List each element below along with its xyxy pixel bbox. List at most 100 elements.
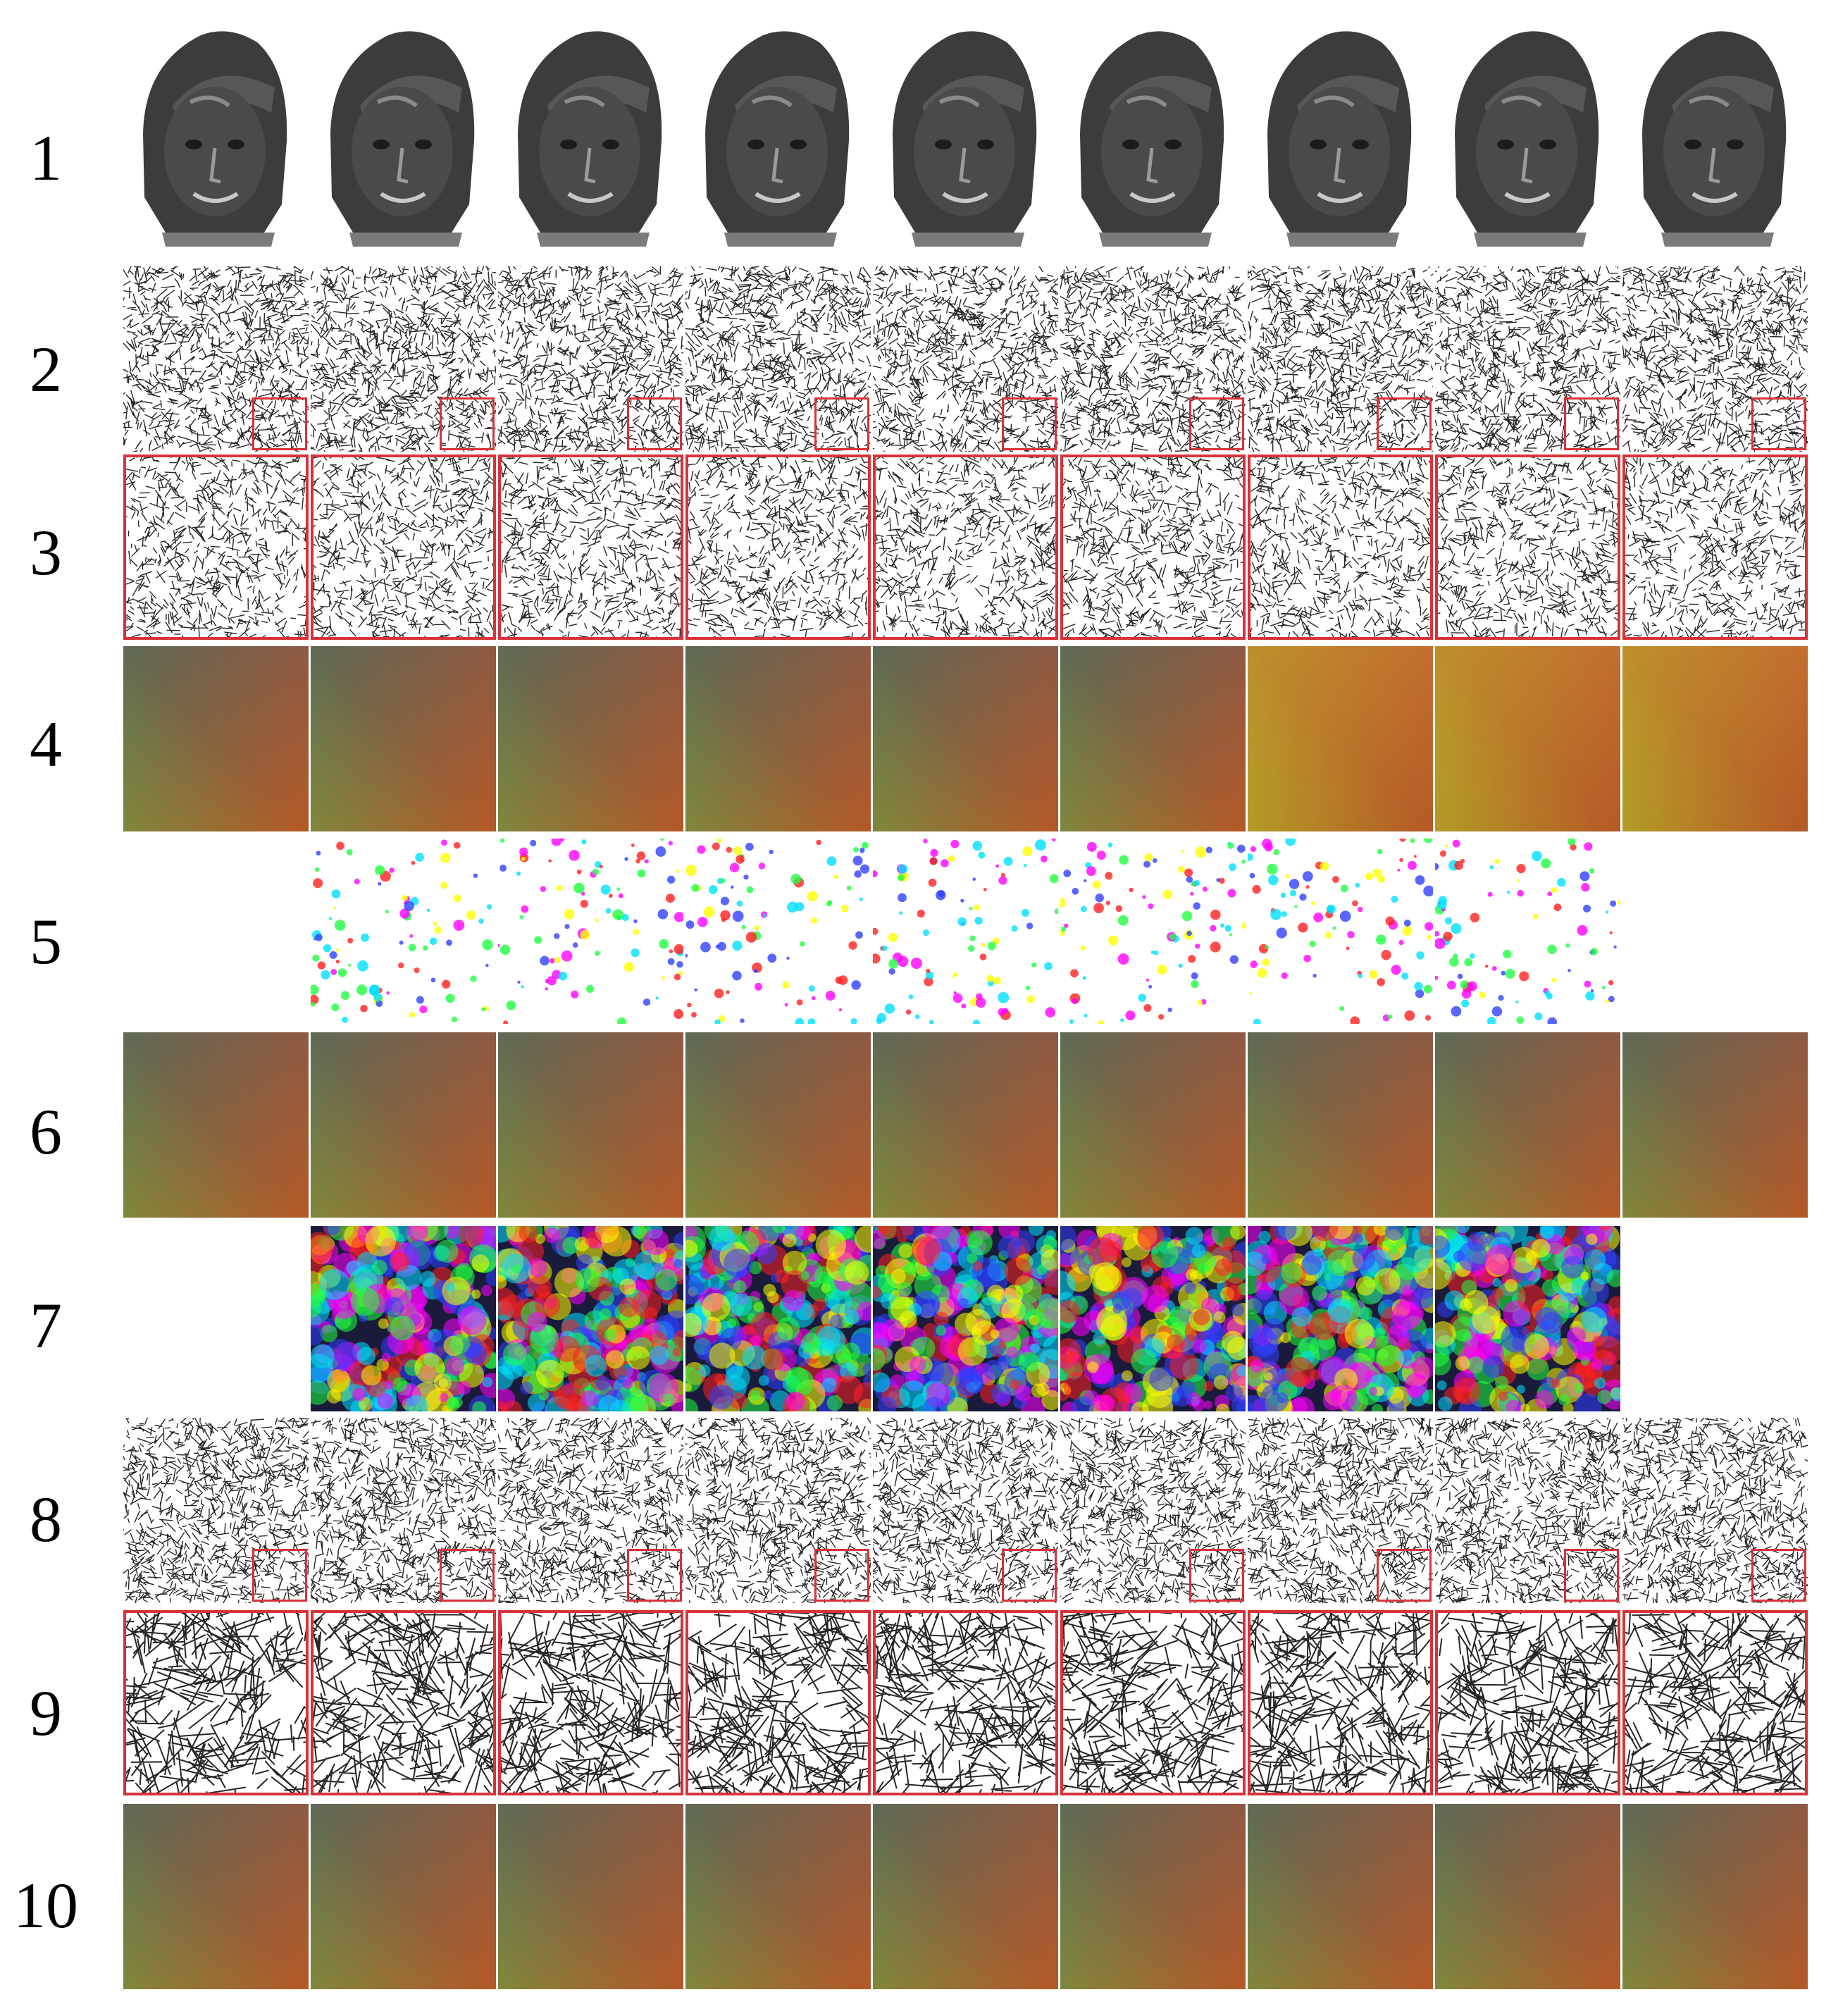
panel-row6-col2 <box>311 1032 496 1218</box>
panel-row10-col6 <box>1060 1804 1246 1989</box>
panel-row8-col5 <box>873 1418 1058 1603</box>
zoom-inset-box <box>814 1549 869 1602</box>
row-label-6: 6 <box>30 1096 62 1168</box>
panel-row6-col5 <box>873 1032 1058 1218</box>
panel-row9-col1 <box>123 1610 309 1795</box>
row-label-2: 2 <box>30 333 62 405</box>
zoom-inset-box <box>252 397 307 450</box>
panel-row2-col7 <box>1248 266 1433 452</box>
panel-row4-col7 <box>1248 646 1433 831</box>
panel-row5-col3 <box>498 839 683 1024</box>
panel-row6-col3 <box>498 1032 683 1218</box>
panel-row4-col3 <box>498 646 683 831</box>
panel-row2-col3 <box>498 266 683 452</box>
panel-row3-col6 <box>1060 454 1246 640</box>
zoom-inset-box <box>1002 397 1057 450</box>
panel-row8-col9 <box>1622 1418 1808 1603</box>
panel-row6-col4 <box>685 1032 871 1218</box>
zoom-inset-box <box>252 1549 307 1602</box>
panel-row5-col6 <box>1060 839 1246 1024</box>
panel-row7-col6 <box>1060 1226 1246 1411</box>
panel-row1-col2 <box>311 21 496 247</box>
zoom-inset-box <box>1189 1549 1244 1602</box>
panel-row8-col7 <box>1248 1418 1433 1603</box>
panel-row5-col8 <box>1435 839 1620 1024</box>
panel-row9-col3 <box>498 1610 683 1795</box>
row-label-8: 8 <box>30 1483 62 1555</box>
panel-row1-col7 <box>1248 21 1433 247</box>
row-label-4: 4 <box>30 708 62 780</box>
row-label-1: 1 <box>30 122 62 194</box>
panel-row4-col1 <box>123 646 309 831</box>
panel-row3-col2 <box>311 454 496 640</box>
row-label-3: 3 <box>30 517 62 588</box>
panel-row2-col6 <box>1060 266 1246 452</box>
panel-row2-col1 <box>123 266 309 452</box>
zoom-inset-box <box>627 397 682 450</box>
panel-row3-col7 <box>1248 454 1433 640</box>
panel-row7-col5 <box>873 1226 1058 1411</box>
panel-row1-col9 <box>1622 21 1808 247</box>
zoom-inset-box <box>1002 1549 1057 1602</box>
zoom-inset-box <box>1564 1549 1619 1602</box>
panel-row8-col2 <box>311 1418 496 1603</box>
panel-row6-col1 <box>123 1032 309 1218</box>
panel-row1-col8 <box>1435 21 1620 247</box>
panel-row3-col3 <box>498 454 683 640</box>
panel-row10-col2 <box>311 1804 496 1989</box>
panel-row2-col2 <box>311 266 496 452</box>
panel-row9-col9 <box>1622 1610 1808 1795</box>
panel-row7-col2 <box>311 1226 496 1411</box>
panel-row1-col4 <box>685 21 871 247</box>
panel-row2-col4 <box>685 266 871 452</box>
panel-row4-col4 <box>685 646 871 831</box>
zoom-inset-box <box>440 397 495 450</box>
panel-row7-col8 <box>1435 1226 1620 1411</box>
panel-row9-col6 <box>1060 1610 1246 1795</box>
panel-row10-col5 <box>873 1804 1058 1989</box>
panel-row3-col9 <box>1622 454 1808 640</box>
zoom-inset-box <box>1564 397 1619 450</box>
panel-row7-col7 <box>1248 1226 1433 1411</box>
row-label-5: 5 <box>30 905 62 977</box>
panel-row6-col8 <box>1435 1032 1620 1218</box>
panel-row1-col3 <box>498 21 683 247</box>
panel-row8-col3 <box>498 1418 683 1603</box>
panel-row9-col5 <box>873 1610 1058 1795</box>
zoom-inset-box <box>1189 397 1244 450</box>
panel-row8-col4 <box>685 1418 871 1603</box>
panel-row4-col9 <box>1622 646 1808 831</box>
panel-row6-col6 <box>1060 1032 1246 1218</box>
panel-row7-col4 <box>685 1226 871 1411</box>
panel-row8-col6 <box>1060 1418 1246 1603</box>
panel-row2-col8 <box>1435 266 1620 452</box>
panel-row5-col7 <box>1248 839 1433 1024</box>
panel-row10-col3 <box>498 1804 683 1989</box>
row-label-10: 10 <box>13 1869 78 1941</box>
panel-row10-col9 <box>1622 1804 1808 1989</box>
panel-row7-col3 <box>498 1226 683 1411</box>
panel-row3-col1 <box>123 454 309 640</box>
panel-row9-col2 <box>311 1610 496 1795</box>
panel-row2-col9 <box>1622 266 1808 452</box>
zoom-inset-box <box>1377 397 1432 450</box>
panel-row6-col7 <box>1248 1032 1433 1218</box>
panel-row10-col8 <box>1435 1804 1620 1989</box>
panel-row9-col4 <box>685 1610 871 1795</box>
panel-row4-col2 <box>311 646 496 831</box>
panel-row9-col8 <box>1435 1610 1620 1795</box>
panel-row4-col5 <box>873 646 1058 831</box>
zoom-inset-box <box>814 397 869 450</box>
panel-row3-col5 <box>873 454 1058 640</box>
zoom-inset-box <box>1377 1549 1432 1602</box>
panel-row9-col7 <box>1248 1610 1433 1795</box>
row-label-9: 9 <box>30 1677 62 1749</box>
panel-row5-col5 <box>873 839 1058 1024</box>
panel-row1-col5 <box>873 21 1058 247</box>
panel-row10-col4 <box>685 1804 871 1989</box>
panel-row5-col4 <box>685 839 871 1024</box>
panel-row4-col8 <box>1435 646 1620 831</box>
panel-row10-col1 <box>123 1804 309 1989</box>
panel-row6-col9 <box>1622 1032 1808 1218</box>
zoom-inset-box <box>440 1549 495 1602</box>
